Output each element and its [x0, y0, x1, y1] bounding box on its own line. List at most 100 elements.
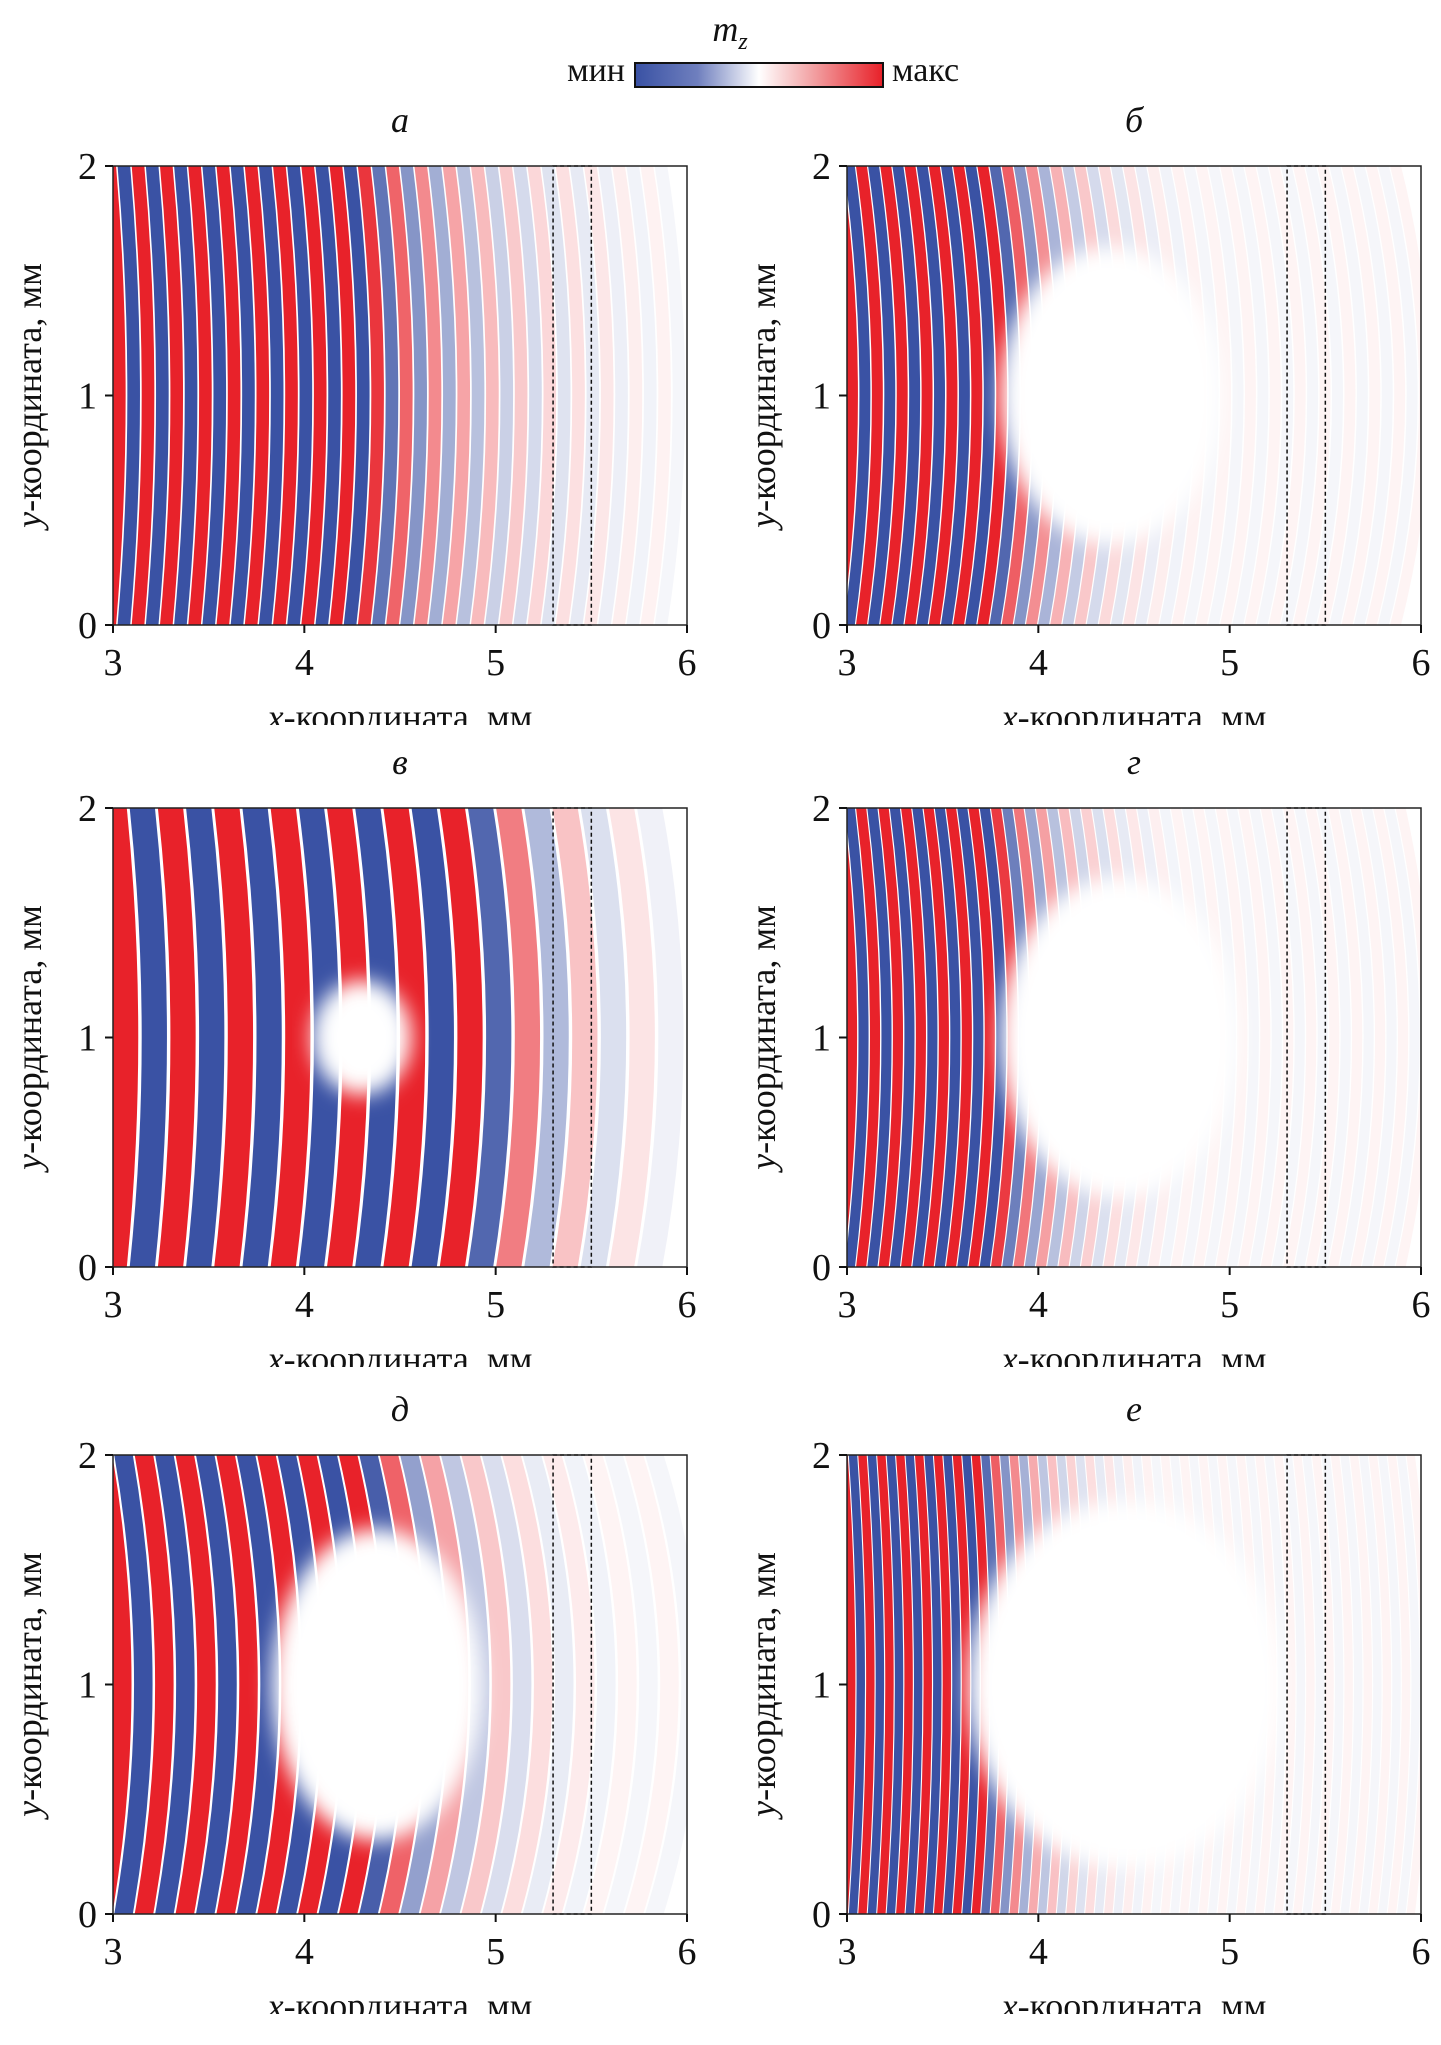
- heatmap-band: [640, 166, 671, 625]
- heatmap-band: [439, 808, 483, 1267]
- heatmap-band: [315, 166, 341, 625]
- y-tick-label: 0: [78, 1894, 97, 1936]
- heatmap-band: [440, 1455, 490, 1914]
- heatmap-band: [273, 166, 298, 625]
- x-tick-label: 6: [678, 1931, 697, 1973]
- x-tick-label: 6: [1412, 1284, 1431, 1326]
- heatmap-band: [877, 1455, 894, 1914]
- heatmap-band: [952, 1455, 971, 1914]
- heatmap-band: [174, 166, 198, 625]
- heatmap-band: [912, 808, 938, 1267]
- heatmap-area: [847, 166, 1421, 625]
- heatmap-band: [1397, 1455, 1420, 1914]
- heatmap-band: [886, 1455, 904, 1914]
- heatmap-band: [329, 166, 356, 625]
- heatmap-band: [1373, 808, 1409, 1267]
- heatmap-band: [867, 808, 892, 1267]
- heatmap-band: [1182, 808, 1213, 1267]
- heatmap-area: [113, 808, 687, 1267]
- heatmap-band: [1195, 166, 1232, 625]
- heatmap-band: [524, 808, 569, 1267]
- heatmap-band: [258, 166, 284, 625]
- heatmap-band: [924, 1455, 942, 1914]
- x-tick-label: 6: [678, 1284, 697, 1326]
- heatmap-area: [847, 1455, 1421, 1914]
- heatmap-band: [604, 1455, 658, 1914]
- x-tick-label: 6: [678, 642, 697, 684]
- heatmap-panel: 3 4 5 6 0 1 2 а x-координата, мм y-координата, мм: [9, 100, 697, 725]
- y-tick-label: 1: [812, 376, 831, 418]
- heatmap-band: [257, 1455, 300, 1914]
- heatmap-band: [626, 166, 657, 625]
- dashed-region: [552, 165, 593, 626]
- heatmap-band: [467, 808, 512, 1267]
- x-tick-label: 5: [486, 1931, 505, 1973]
- heatmap-band: [1283, 808, 1317, 1267]
- heatmap-band: [1361, 808, 1397, 1267]
- heatmap-band: [904, 166, 933, 625]
- heatmap-band: [1244, 166, 1281, 625]
- heatmap-band: [411, 808, 454, 1267]
- heatmap-band: [1353, 166, 1393, 625]
- heatmap-band: [386, 166, 413, 625]
- heatmap-band: [923, 808, 949, 1267]
- heatmap-band: [892, 166, 921, 625]
- x-axis-label: x-координата, мм: [267, 697, 533, 725]
- heatmap-band: [847, 201, 858, 590]
- dashed-region: [1286, 807, 1327, 1268]
- heatmap-band: [1215, 808, 1248, 1267]
- heatmap-band: [945, 808, 972, 1267]
- heatmap-band: [117, 166, 140, 625]
- heatmap-band: [868, 166, 896, 625]
- y-tick-label: 1: [78, 376, 97, 418]
- y-tick-label: 1: [78, 1665, 97, 1707]
- heatmap-band: [847, 166, 871, 625]
- heatmap-band: [1305, 166, 1343, 625]
- dashed-region: [552, 807, 593, 1268]
- heatmap-band: [157, 808, 196, 1267]
- heatmap-band: [880, 166, 908, 625]
- heatmap-band: [527, 166, 557, 625]
- heatmap-band: [848, 1455, 865, 1914]
- heatmap-band: [580, 808, 627, 1267]
- x-tick-label: 5: [1220, 642, 1239, 684]
- heatmap-panel: 3 4 5 6 0 1 2 е x-координата, мм y-координата, мм: [743, 1389, 1431, 2014]
- heatmap-band: [442, 166, 471, 625]
- heatmap-band: [1159, 166, 1194, 625]
- heatmap-band: [968, 808, 995, 1267]
- heatmap-band: [1330, 1455, 1353, 1914]
- heatmap-band: [1384, 808, 1420, 1267]
- x-tick-label: 3: [104, 1931, 123, 1973]
- heatmap-band: [400, 166, 427, 625]
- heatmap-band: [481, 1455, 532, 1914]
- heatmap-band: [1256, 166, 1294, 625]
- x-tick-label: 4: [1029, 642, 1048, 684]
- heatmap-band: [543, 1455, 595, 1914]
- heatmap-band: [654, 166, 686, 625]
- heatmap-band: [855, 166, 883, 625]
- x-tick-label: 3: [838, 1284, 857, 1326]
- heatmap-band: [901, 808, 926, 1267]
- heatmap-band: [428, 166, 456, 625]
- x-tick-label: 5: [1220, 1284, 1239, 1326]
- heatmap-band: [878, 808, 904, 1267]
- heatmap-band: [1236, 1455, 1258, 1914]
- y-axis-label: y-координата, мм: [9, 263, 49, 531]
- heatmap-band: [962, 1455, 980, 1914]
- heatmap-band: [1268, 166, 1306, 625]
- y-tick-label: 2: [78, 146, 97, 188]
- heatmap-band: [522, 1455, 574, 1914]
- heatmap-band: [461, 1455, 511, 1914]
- heatmap-band: [971, 1455, 990, 1914]
- heatmap-band: [847, 808, 869, 1267]
- heatmap-band: [563, 1455, 616, 1914]
- heatmap-band: [940, 166, 970, 625]
- heatmap-band: [456, 166, 485, 625]
- heatmap-band: [965, 166, 995, 625]
- heatmap-area: [113, 1455, 687, 1914]
- heatmap-band: [1013, 808, 1041, 1267]
- heatmap-band: [933, 1455, 952, 1914]
- heatmap-band: [1349, 1455, 1373, 1914]
- heatmap-band: [513, 166, 542, 625]
- heatmap-band: [114, 1455, 153, 1914]
